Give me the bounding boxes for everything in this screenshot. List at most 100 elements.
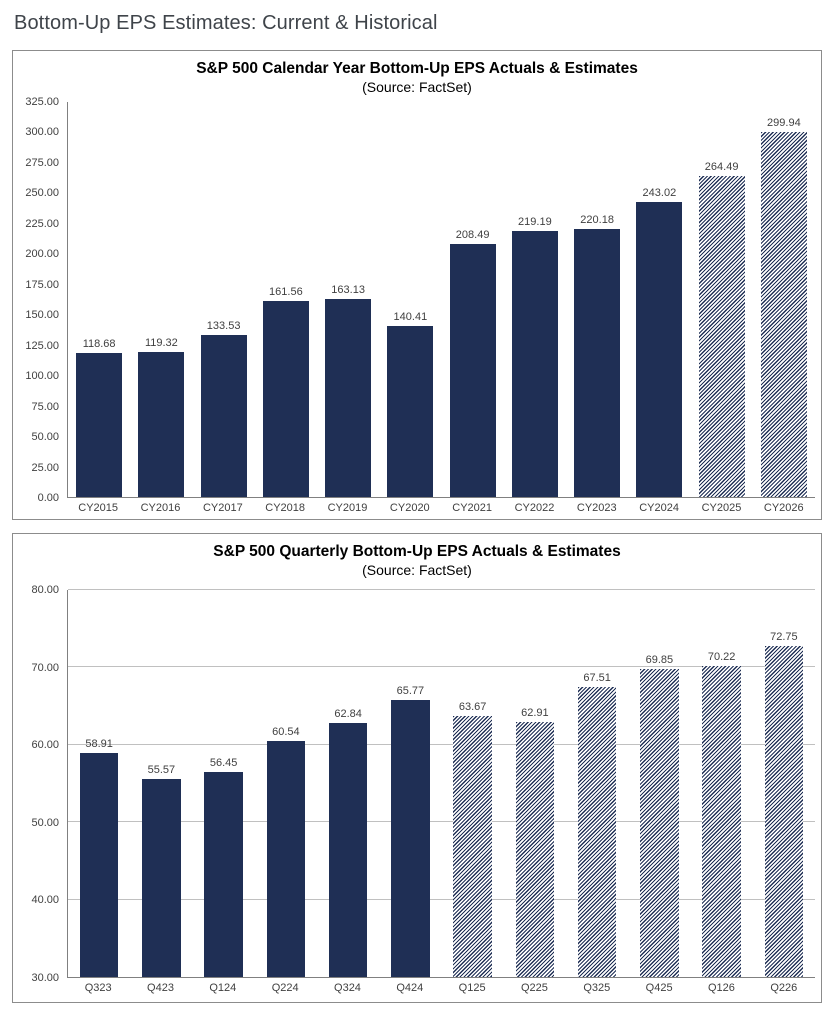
quarterly-chart-source: (Source: FactSet) [362,562,472,578]
actual-bar-CY2015 [76,352,123,497]
bar-value-label: 140.41 [393,311,428,324]
x-category-label: Q124 [209,982,237,994]
actual-bar-Q423 [142,779,181,977]
x-category-label: CY2016 [140,502,181,514]
y-tick-label: 325.00 [25,96,59,108]
actual-bar-CY2020 [387,326,434,497]
bar-value-label: 72.75 [770,631,798,644]
y-tick-label: 300.00 [25,126,59,139]
x-category-label: Q423 [147,982,174,994]
actual-bar-CY2023 [574,229,621,497]
bar-group-CY2020: 140.41 [379,102,441,497]
plot-area: 118.68 119.32 133.53 161.56 163.13 140.41 208.… [67,102,815,498]
calendar-year-chart-title: S&P 500 Calendar Year Bottom-Up EPS Actu… [196,60,638,77]
x-category-label: Q126 [707,982,735,994]
x-category-label: CY2022 [514,502,555,514]
quarterly-chart-title: S&P 500 Quarterly Bottom-Up EPS Actuals … [213,543,621,560]
calendar-year-chart-panel: S&P 500 Calendar Year Bottom-Up EPS Actu… [12,50,822,520]
y-axis: 0.00 25.00 50.00 75.00 100.00 125.00 150.00 175… [19,96,67,504]
bar-value-label: 243.02 [642,186,677,199]
actual-bar-CY2017 [200,334,247,497]
y-tick-label: 40.00 [31,894,59,907]
bar-group-Q126: 70.22 [691,590,753,977]
actual-bar-CY2024 [636,201,683,497]
bar-value-label: 118.68 [82,337,116,350]
actual-bar-CY2018 [262,300,309,497]
x-category-label: CY2026 [763,502,804,514]
y-tick-label: 70.00 [31,661,59,674]
actual-bar-Q323 [79,753,119,977]
y-tick-label: 30.00 [31,972,59,984]
actual-bar-CY2022 [511,230,558,497]
estimate-bar-Q325 [577,686,617,977]
gridline [68,743,815,745]
bar-value-label: 62.84 [334,707,362,720]
bar-group-CY2024: 243.02 [628,102,690,497]
bar-group-Q225: 62.91 [504,590,566,977]
calendar-year-chart-source: (Source: FactSet) [362,79,472,95]
x-category-label: Q225 [521,982,548,994]
bar-group-Q325: 67.51 [566,590,628,977]
calendar-year-bar-chart: 0.00 25.00 50.00 75.00 100.00 125.00 150.00 175… [19,96,815,514]
bar-value-label: 161.56 [269,285,303,298]
bar-group-Q425: 69.85 [628,590,690,977]
x-category-label: CY2019 [327,502,368,514]
bar-value-label: 62.91 [521,707,549,720]
gridline [68,898,815,900]
y-tick-label: 275.00 [25,156,59,169]
y-tick-label: 250.00 [25,187,59,200]
bar-group-Q124: 56.45 [193,590,255,977]
x-axis-labels: Q323 Q423 Q124 Q224 Q324 Q424 Q125 Q225 Q325 Q425… [67,978,815,994]
actual-bar-Q124 [204,772,243,977]
x-axis-labels: CY2015 CY2016 CY2017 CY2018 CY2019 CY2020 CY20… [67,498,815,514]
bar-group-CY2015: 118.68 [68,102,130,497]
bar-value-label: 219.19 [518,215,552,228]
actual-bar-CY2021 [449,243,496,497]
quarterly-bar-chart: 30.00 40.00 50.00 60.00 70.00 80.00 58.91 55.57… [19,584,815,994]
bar-group-CY2023: 220.18 [566,102,628,497]
x-category-label: Q224 [271,982,299,994]
x-category-label: CY2023 [576,502,617,514]
bars-row: 58.91 55.57 56.45 60.54 62.84 65.77 63.67 62.91… [68,590,815,977]
bar-group-CY2019: 163.13 [317,102,379,497]
actual-bar-CY2016 [138,351,185,497]
bar-value-label: 299.94 [767,117,801,130]
bar-value-label: 163.13 [331,283,365,296]
x-category-label: Q125 [458,982,486,994]
x-category-label: Q226 [770,982,798,994]
actual-bar-Q324 [328,722,368,977]
estimate-bar-Q226 [764,646,804,977]
x-category-label: CY2024 [639,502,679,514]
x-category-label: CY2021 [452,502,493,514]
y-tick-label: 75.00 [31,400,59,413]
bar-group-Q226: 72.75 [753,590,815,977]
bar-group-CY2026: 299.94 [753,102,815,497]
bar-value-label: 55.57 [147,764,176,777]
bars-row: 118.68 119.32 133.53 161.56 163.13 140.41 208.… [68,102,815,497]
y-tick-label: 100.00 [25,370,59,383]
y-tick-label: 25.00 [31,461,59,474]
gridline [68,589,815,590]
bar-group-Q125: 63.67 [442,590,504,977]
bar-group-CY2018: 161.56 [255,102,317,497]
bar-value-label: 58.91 [85,738,113,751]
bar-group-CY2016: 119.32 [130,102,192,497]
estimate-bar-Q125 [453,716,492,977]
bar-group-Q324: 62.84 [317,590,379,977]
bar-group-Q323: 58.91 [68,590,130,977]
estimate-bar-CY2025 [698,175,745,497]
x-category-label: CY2025 [701,502,742,514]
bar-value-label: 56.45 [209,757,238,770]
bar-value-label: 65.77 [396,685,425,698]
actual-bar-Q424 [391,700,430,977]
y-tick-label: 80.00 [31,584,59,596]
bar-group-Q224: 60.54 [255,590,317,977]
bar-value-label: 60.54 [272,725,300,738]
x-category-label: Q325 [583,982,611,994]
bar-value-label: 220.18 [580,214,614,227]
y-tick-label: 175.00 [25,278,59,291]
plot-area: 58.91 55.57 56.45 60.54 62.84 65.77 63.67 62.91… [67,589,815,978]
plot-area-wrapper: 30.00 40.00 50.00 60.00 70.00 80.00 58.91 55.57… [19,584,815,984]
estimate-bar-CY2026 [760,132,807,497]
gridline [68,821,815,823]
